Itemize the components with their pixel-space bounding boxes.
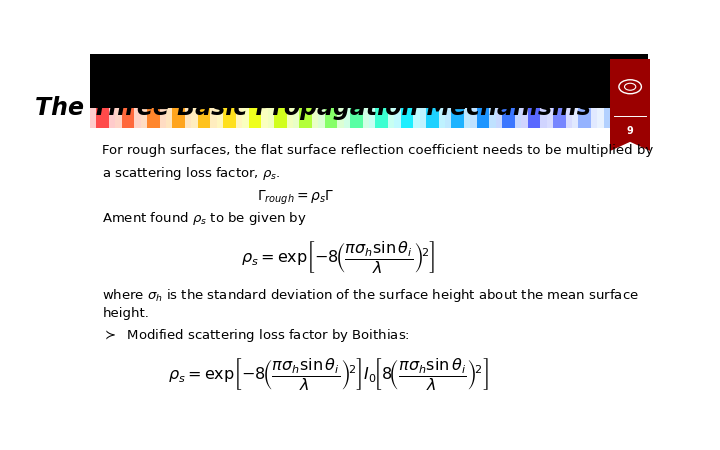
FancyBboxPatch shape [521,108,546,129]
FancyBboxPatch shape [629,108,642,129]
FancyBboxPatch shape [451,108,464,129]
FancyBboxPatch shape [350,108,363,129]
Text: For rough surfaces, the flat surface reflection coefficient needs to be multipli: For rough surfaces, the flat surface ref… [102,144,654,157]
FancyBboxPatch shape [420,108,445,129]
FancyBboxPatch shape [268,108,293,129]
FancyBboxPatch shape [477,108,490,129]
FancyBboxPatch shape [318,108,343,129]
Text: a scattering loss factor, $\rho_s$.: a scattering loss factor, $\rho_s$. [102,165,281,182]
FancyBboxPatch shape [274,108,287,129]
FancyBboxPatch shape [426,108,438,129]
FancyBboxPatch shape [553,108,566,129]
Text: 9: 9 [627,126,634,136]
FancyBboxPatch shape [470,108,496,129]
FancyBboxPatch shape [445,108,470,129]
FancyBboxPatch shape [343,108,369,129]
FancyBboxPatch shape [300,108,312,129]
FancyBboxPatch shape [375,108,388,129]
Text: $\succ$  Modified scattering loss factor by Boithias:: $\succ$ Modified scattering loss factor … [102,328,410,344]
Text: The Three Basic Propagation Mechanisms: The Three Basic Propagation Mechanisms [35,96,591,120]
FancyBboxPatch shape [546,108,572,129]
Text: $\rho_s = \exp\!\left[-8\!\left(\dfrac{\pi\sigma_h\sin\theta_i}{\lambda}\right)^: $\rho_s = \exp\!\left[-8\!\left(\dfrac{\… [168,357,489,393]
FancyBboxPatch shape [293,108,318,129]
FancyBboxPatch shape [90,108,115,129]
Polygon shape [610,142,650,151]
FancyBboxPatch shape [502,108,515,129]
FancyBboxPatch shape [623,108,648,129]
Text: Ament found $\rho_s$ to be given by: Ament found $\rho_s$ to be given by [102,210,307,227]
FancyBboxPatch shape [198,108,210,129]
FancyBboxPatch shape [122,108,135,129]
FancyBboxPatch shape [572,108,598,129]
FancyBboxPatch shape [172,108,185,129]
FancyBboxPatch shape [217,108,242,129]
FancyBboxPatch shape [140,108,166,129]
FancyBboxPatch shape [578,108,591,129]
FancyBboxPatch shape [248,108,261,129]
FancyBboxPatch shape [598,108,623,129]
FancyBboxPatch shape [115,108,140,129]
FancyBboxPatch shape [96,108,109,129]
FancyBboxPatch shape [90,54,648,108]
FancyBboxPatch shape [192,108,217,129]
Text: where $\sigma_h$ is the standard deviation of the surface height about the mean : where $\sigma_h$ is the standard deviati… [102,287,639,304]
FancyBboxPatch shape [166,108,192,129]
Text: height.: height. [102,307,149,320]
FancyBboxPatch shape [395,108,420,129]
FancyBboxPatch shape [369,108,395,129]
FancyBboxPatch shape [603,108,616,129]
FancyBboxPatch shape [528,108,540,129]
FancyBboxPatch shape [401,108,413,129]
FancyBboxPatch shape [325,108,337,129]
Text: $\Gamma_{rough} = \rho_s\Gamma$: $\Gamma_{rough} = \rho_s\Gamma$ [258,189,335,207]
FancyBboxPatch shape [610,59,650,151]
FancyBboxPatch shape [242,108,268,129]
FancyBboxPatch shape [496,108,521,129]
Text: $\rho_s = \exp\!\left[-8\!\left(\dfrac{\pi\sigma_h\sin\theta_i}{\lambda}\right)^: $\rho_s = \exp\!\left[-8\!\left(\dfrac{\… [240,239,435,275]
FancyBboxPatch shape [223,108,236,129]
FancyBboxPatch shape [147,108,160,129]
